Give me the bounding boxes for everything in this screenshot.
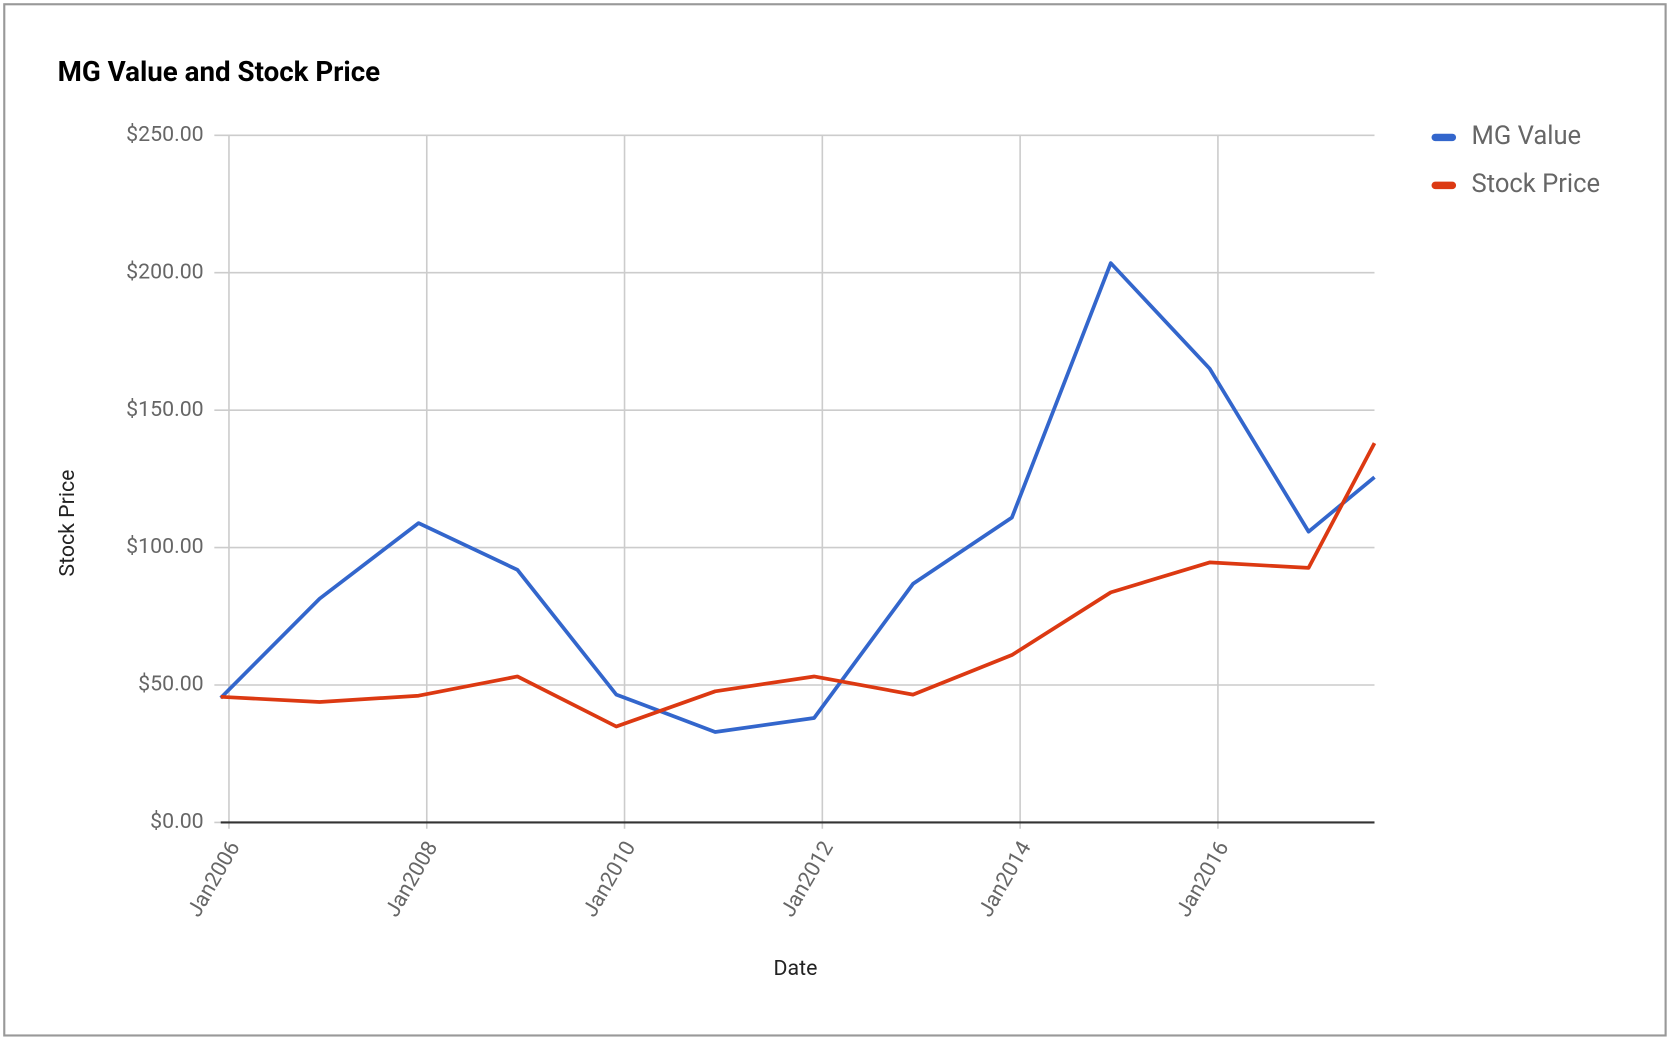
series-line (220, 442, 1377, 729)
y-tick-label: $200.00 (126, 259, 203, 284)
y-tick-label: $0.00 (150, 809, 204, 834)
y-axis-title: Stock Price (55, 470, 80, 577)
chart-frame (3, 3, 1667, 1037)
legend-label: Stock Price (1472, 169, 1601, 199)
x-axis-title: Date (774, 956, 818, 981)
y-tick-label: $150.00 (126, 397, 203, 422)
legend-label: MG Value (1472, 121, 1582, 151)
chart-title: MG Value and Stock Price (58, 55, 381, 88)
series-line (219, 261, 1376, 734)
y-tick-label: $50.00 (138, 672, 204, 697)
y-tick-label: $100.00 (126, 534, 203, 559)
y-tick-label: $250.00 (126, 122, 203, 147)
